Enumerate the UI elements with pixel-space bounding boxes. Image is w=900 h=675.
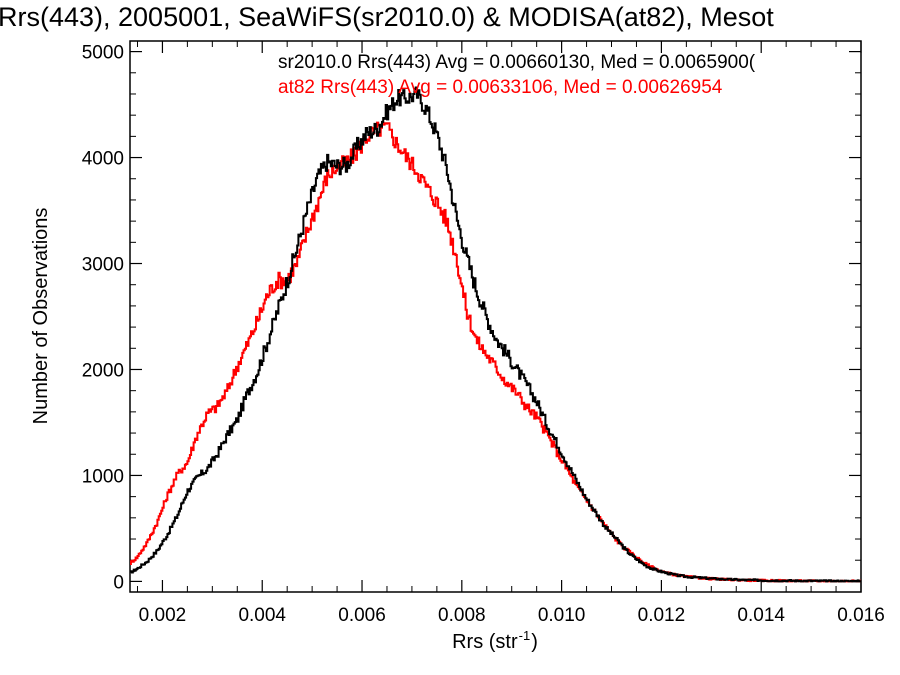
x-axis-label: Rrs (str-1) <box>452 628 538 653</box>
annotation-red: at82 Rrs(443) Avg = 0.00633106, Med = 0.… <box>278 77 723 98</box>
y-tick-label: 4000 <box>82 149 124 170</box>
x-tick-label: 0.002 <box>139 605 187 626</box>
y-axis-label: Number of Observations <box>30 208 52 425</box>
annotation-black: sr2010.0 Rrs(443) Avg = 0.00660130, Med … <box>278 52 756 73</box>
x-axis-label-close: ) <box>531 631 538 653</box>
x-tick-label: 0.012 <box>638 605 686 626</box>
x-tick-label: 0.010 <box>538 605 586 626</box>
chart-title: Rrs(443), 2005001, SeaWiFS(sr2010.0) & M… <box>0 2 774 32</box>
x-axis-label-sup: -1 <box>519 628 531 643</box>
y-tick-label: 1000 <box>82 466 124 487</box>
x-tick-label: 0.008 <box>438 605 486 626</box>
y-tick-label: 3000 <box>82 255 124 276</box>
series-line-red <box>130 121 861 583</box>
y-tick-label: 5000 <box>82 43 124 64</box>
x-tick-label: 0.006 <box>338 605 386 626</box>
plot-frame <box>129 40 862 593</box>
y-tick-label: 0 <box>113 572 124 593</box>
x-tick-label: 0.004 <box>238 605 286 626</box>
x-tick-label: 0.014 <box>737 605 785 626</box>
series-line-black <box>130 86 861 583</box>
x-tick-label: 0.016 <box>837 605 885 626</box>
x-axis-label-main: Rrs (str <box>452 631 518 653</box>
y-tick-label: 2000 <box>82 360 124 381</box>
